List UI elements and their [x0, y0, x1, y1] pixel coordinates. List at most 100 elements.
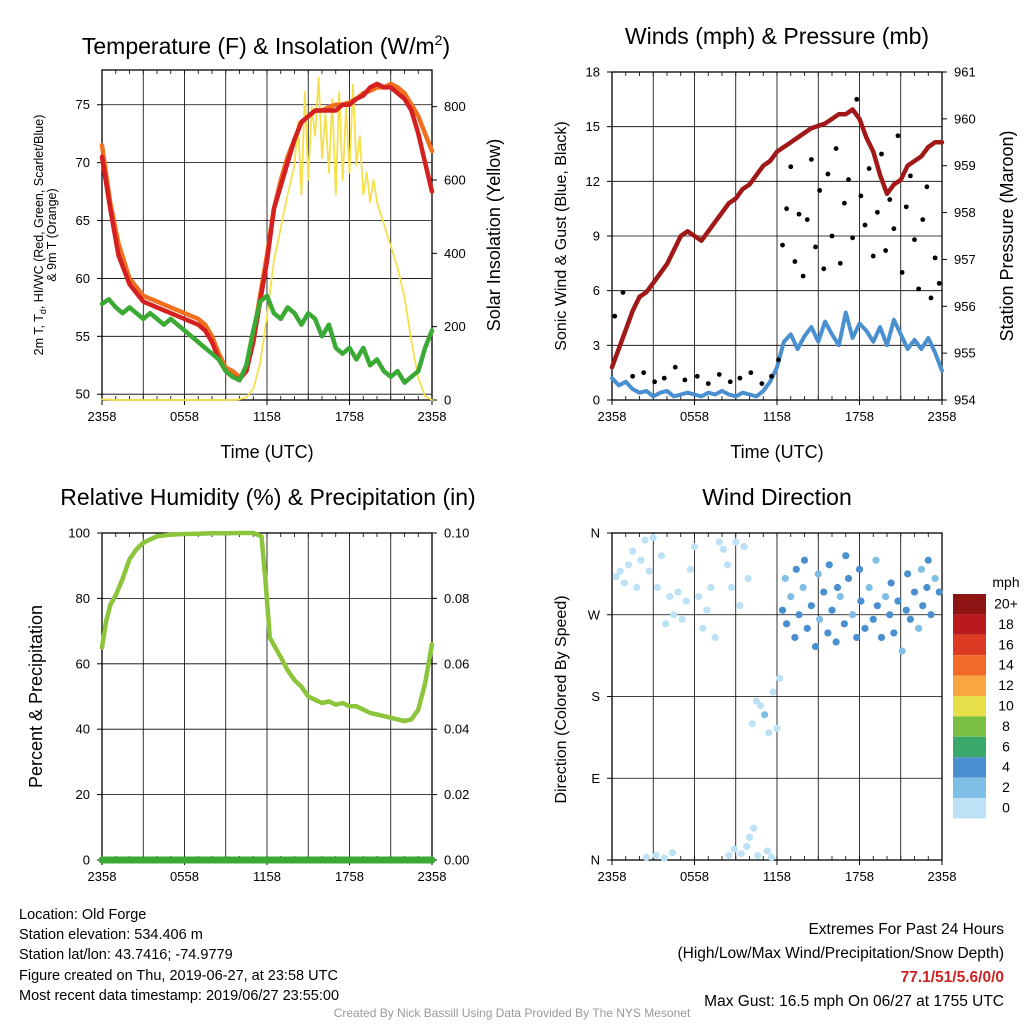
gust-point — [694, 373, 700, 379]
y-tick-label: 70 — [76, 155, 90, 170]
direction-point — [707, 583, 715, 592]
y-tick-label: E — [591, 771, 600, 786]
direction-point — [833, 583, 842, 592]
y-tick-label: 80 — [76, 591, 90, 606]
direction-point — [767, 853, 776, 861]
colorbar-label: 14 — [998, 657, 1014, 673]
y-axis-label-left: Direction (Colored By Speed) — [553, 595, 570, 803]
gust-point — [780, 242, 785, 248]
direction-point — [894, 597, 902, 605]
gust-point — [821, 266, 827, 272]
y-tick-label: W — [588, 607, 601, 622]
x-tick-label: 1158 — [253, 869, 281, 884]
direction-point — [728, 583, 736, 592]
direction-point — [855, 565, 864, 573]
direction-point — [923, 583, 931, 592]
credit-line: Created By Nick Bassill Using Data Provi… — [333, 1006, 691, 1020]
y2-tick-label: 956 — [954, 299, 976, 314]
direction-point — [660, 854, 668, 862]
y-tick-label: 50 — [76, 387, 90, 402]
colorbar-label: 2 — [1002, 779, 1010, 795]
direction-point — [840, 620, 848, 628]
station-info: Location: Old Forge Station elevation: 5… — [19, 905, 339, 1006]
x-tick-label: 1158 — [763, 869, 791, 884]
direction-point — [620, 579, 628, 587]
gust-point — [775, 357, 781, 363]
y-tick-label: 60 — [76, 656, 90, 671]
direction-point — [750, 824, 758, 832]
direction-point — [715, 538, 723, 546]
direction-point — [825, 561, 833, 569]
gust-point — [792, 259, 798, 264]
gust-point — [887, 197, 893, 202]
plot-frame — [101, 69, 433, 401]
gust-point — [705, 381, 711, 386]
direction-point — [807, 602, 815, 610]
gust-point — [870, 253, 876, 259]
direction-point — [787, 592, 795, 601]
ylabel-subscript: d — [38, 309, 48, 314]
gust-point — [891, 226, 897, 232]
direction-point — [745, 833, 754, 841]
x-tick-label: 1158 — [763, 409, 791, 424]
y2-tick-label: 0.02 — [444, 787, 469, 802]
direction-point — [872, 556, 880, 564]
gust-point — [936, 280, 942, 286]
colorbar-label: 20+ — [994, 596, 1018, 612]
y2-tick-label: 400 — [444, 246, 466, 261]
gust-point — [916, 286, 922, 292]
direction-point — [711, 633, 719, 642]
direction-point — [765, 729, 773, 737]
gust-point — [800, 273, 806, 279]
y-tick-label: 3 — [593, 338, 600, 353]
chart-title: Winds (mph) & Pressure (mb) — [625, 23, 929, 49]
colorbar-swatch — [953, 777, 986, 798]
gust-point — [788, 164, 794, 170]
gust-point — [912, 237, 917, 243]
direction-point — [906, 615, 914, 623]
chart-title: Wind Direction — [702, 484, 852, 510]
gust-point — [817, 188, 823, 193]
y2-tick-label: 955 — [954, 346, 976, 361]
gust-point — [737, 375, 743, 381]
y-tick-label: 15 — [586, 119, 600, 134]
y-tick-label: 9 — [593, 229, 600, 244]
gust-point — [862, 222, 868, 228]
colorbar-swatch — [953, 757, 986, 778]
x-tick-label: 1758 — [845, 409, 874, 424]
direction-point — [792, 565, 800, 573]
chart-title: Relative Humidity (%) & Precipitation (i… — [60, 484, 475, 510]
gust-point — [682, 377, 688, 383]
gust-point — [932, 255, 938, 261]
gust-point — [641, 370, 647, 376]
chart-temperature: 2358 0558 1158 1758 2358 50 55 60 65 70 75 0 200 400 6… — [32, 32, 504, 462]
gust-point — [716, 372, 722, 377]
direction-point — [754, 851, 762, 860]
extremes-subtitle: (High/Low/Max Wind/Precipitation/Snow De… — [677, 945, 1005, 962]
station-latlon: Station lat/lon: 43.7416; -74.9779 — [19, 947, 233, 964]
gust-point — [829, 233, 835, 239]
title-part: ) — [442, 33, 450, 59]
gust-point — [928, 295, 934, 301]
colorbar-label: 10 — [998, 698, 1014, 714]
direction-point — [666, 592, 674, 601]
gust-point — [924, 184, 930, 190]
gust-point — [833, 146, 839, 151]
colorbar-swatch — [953, 736, 986, 758]
direction-point — [814, 570, 822, 578]
direction-point — [877, 633, 886, 642]
direction-point — [641, 536, 649, 544]
colorbar: 20+ 18 16 14 12 10 8 6 4 2 0 mph — [953, 574, 1020, 819]
series-line-station-pressure — [609, 107, 945, 370]
direction-point — [723, 561, 732, 569]
chart-title: Temperature (F) & Insolation (W/m2) — [82, 32, 450, 59]
colorbar-swatch — [953, 634, 986, 656]
direction-point — [744, 574, 752, 583]
gust-point — [846, 177, 851, 182]
direction-point — [824, 629, 832, 637]
series-line-relative-humidity — [99, 530, 435, 724]
direction-point — [653, 583, 661, 592]
colorbar-label: 18 — [998, 616, 1014, 632]
direction-point — [919, 602, 927, 610]
direction-point — [649, 533, 657, 542]
